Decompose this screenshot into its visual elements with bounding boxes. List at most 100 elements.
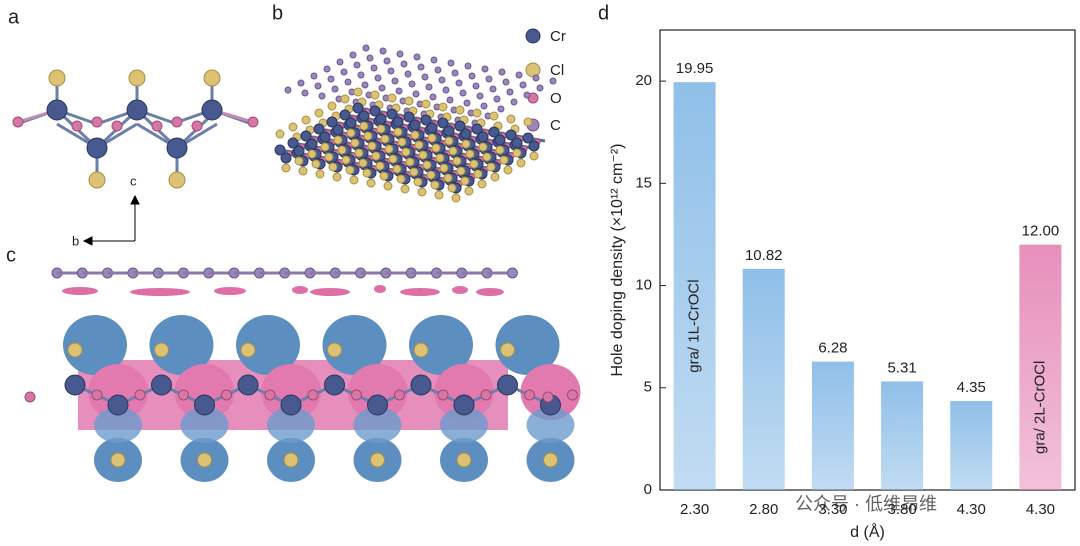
atom (349, 175, 359, 185)
atom (327, 75, 335, 83)
atom (408, 80, 416, 88)
atom (384, 144, 394, 154)
atom (203, 69, 221, 87)
atom (340, 68, 348, 76)
atom (405, 157, 415, 167)
atom (374, 74, 382, 82)
atom (403, 111, 415, 123)
plot-frame (659, 29, 1076, 491)
atom (427, 133, 437, 143)
atom (401, 147, 411, 157)
atom (451, 193, 461, 203)
atom (324, 152, 334, 162)
atom (477, 179, 487, 189)
atom (472, 82, 480, 90)
charge-lobe (526, 407, 575, 443)
atom (421, 73, 429, 81)
atom (378, 84, 386, 92)
atom (387, 67, 395, 75)
atom (455, 79, 463, 87)
atom (434, 190, 444, 200)
atom (376, 124, 386, 134)
atom (64, 374, 86, 396)
atom (464, 62, 472, 70)
y-tick-label: 0 (644, 481, 652, 498)
atom (420, 114, 432, 126)
atom (345, 165, 355, 175)
charge-lobe (174, 364, 235, 420)
atom (431, 143, 441, 153)
atom (493, 95, 501, 103)
atom (435, 153, 445, 163)
atom (486, 162, 496, 172)
atom (529, 151, 539, 161)
atom (370, 90, 380, 100)
atom (332, 124, 344, 136)
atom (387, 93, 397, 103)
atom (237, 374, 259, 396)
atom (349, 51, 357, 59)
atom (549, 77, 557, 85)
atom (505, 129, 517, 141)
atom (91, 116, 103, 128)
atom (396, 50, 404, 58)
atom (422, 160, 432, 170)
atom (413, 53, 421, 61)
value-label: 19.95 (676, 60, 714, 77)
atom (352, 102, 364, 114)
structure-art (12, 44, 581, 482)
atom (111, 120, 123, 132)
atom (464, 186, 474, 196)
y-tick-label: 10 (635, 277, 652, 294)
atom (280, 152, 292, 164)
atom (515, 71, 523, 79)
atom (512, 148, 522, 158)
atom (201, 99, 223, 121)
legend-label: C (550, 117, 561, 134)
panel-label: d (598, 2, 609, 24)
atom (168, 171, 186, 189)
atom (71, 120, 83, 132)
atom (194, 394, 215, 416)
atom (358, 158, 368, 168)
bar (1019, 244, 1062, 490)
atom (443, 173, 453, 183)
atom (331, 85, 339, 93)
charge-blob (476, 288, 504, 296)
atom (320, 142, 330, 152)
atom (542, 391, 554, 403)
atom (333, 135, 343, 145)
charge-lobe (180, 407, 229, 443)
atom (327, 101, 337, 111)
atom (489, 85, 497, 93)
atom (48, 69, 66, 87)
charge-blob (130, 288, 190, 296)
atom (506, 267, 518, 279)
axis-letter: b (72, 233, 79, 248)
atom (294, 156, 304, 166)
atom (447, 183, 457, 193)
charge-lobe (63, 315, 127, 375)
atom (494, 134, 506, 146)
atom (126, 99, 148, 121)
atom (437, 117, 449, 129)
value-label: 12.00 (1022, 223, 1060, 240)
bar (881, 381, 924, 490)
x-tick-label: 2.80 (749, 501, 778, 518)
atom (221, 389, 232, 401)
y-axis-title: Hole doping density (×10¹² cm⁻²) (609, 144, 626, 377)
atom (328, 162, 338, 172)
bar (811, 361, 854, 490)
charge-lobe (149, 315, 214, 375)
atom (191, 120, 203, 132)
atom (344, 78, 352, 86)
atom (443, 125, 455, 137)
atom (404, 96, 414, 106)
charge-blob (62, 287, 98, 295)
atom (448, 146, 458, 156)
charge-lobe (88, 364, 148, 420)
atom (523, 91, 531, 99)
atom (388, 154, 398, 164)
value-label: 6.28 (818, 340, 847, 357)
